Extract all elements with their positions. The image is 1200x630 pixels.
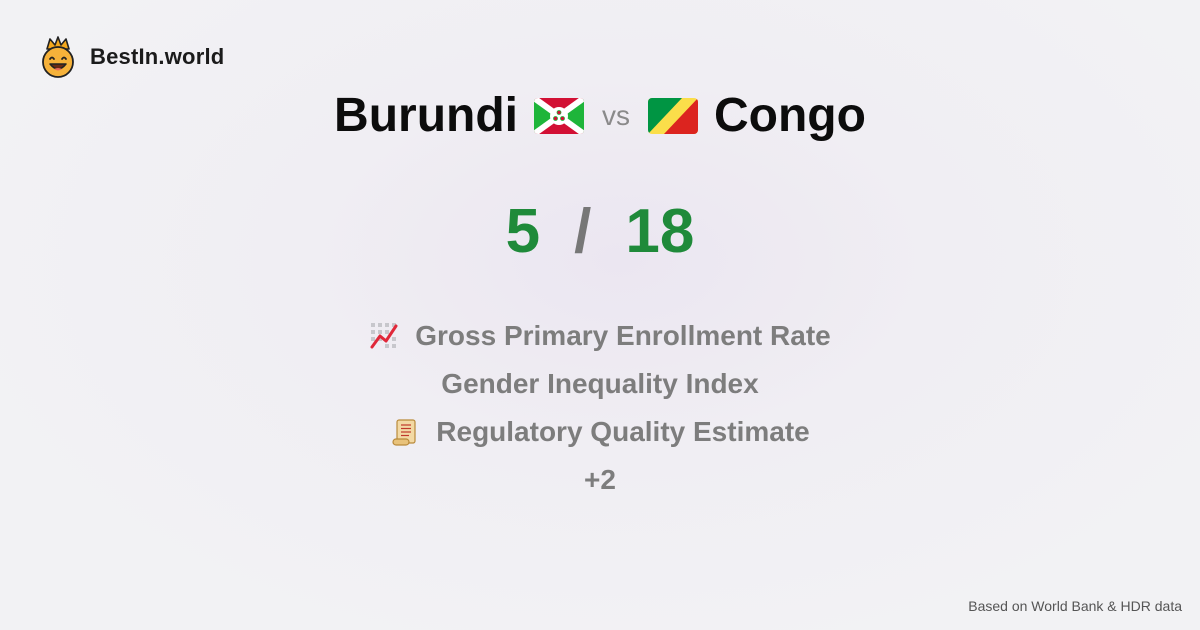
metric-more-count: +2	[584, 456, 616, 504]
scroll-icon	[392, 419, 416, 446]
chart-increasing-icon	[370, 323, 398, 349]
vs-label: vs	[602, 99, 630, 131]
right-score: 18	[625, 197, 695, 266]
comparison-title: Burundi vs Congo	[0, 88, 1200, 143]
score-separator: /	[574, 197, 592, 266]
metric-label: +2	[584, 464, 616, 495]
left-score: 5	[505, 197, 541, 266]
score-summary: 5 / 18	[0, 196, 1200, 267]
metric-list: Gross Primary Enrollment Rate Gender Ine…	[0, 312, 1200, 504]
data-source-note: Based on World Bank & HDR data	[968, 598, 1182, 614]
metric-item: Gross Primary Enrollment Rate	[369, 312, 831, 360]
metric-item: Regulatory Quality Estimate	[390, 408, 810, 456]
metric-label: Gender Inequality Index	[441, 368, 759, 399]
congo-flag-icon	[648, 97, 698, 134]
brand-name: BestIn.world	[90, 44, 225, 69]
right-country-name: Congo	[714, 89, 866, 142]
crown-smiley-icon	[42, 36, 74, 78]
metric-label: Gross Primary Enrollment Rate	[415, 320, 831, 351]
burundi-flag-icon	[534, 97, 584, 134]
metric-label: Regulatory Quality Estimate	[436, 416, 810, 447]
brand[interactable]: BestIn.world	[40, 36, 224, 78]
metric-item: Gender Inequality Index	[441, 360, 758, 408]
left-country-name: Burundi	[334, 89, 518, 142]
